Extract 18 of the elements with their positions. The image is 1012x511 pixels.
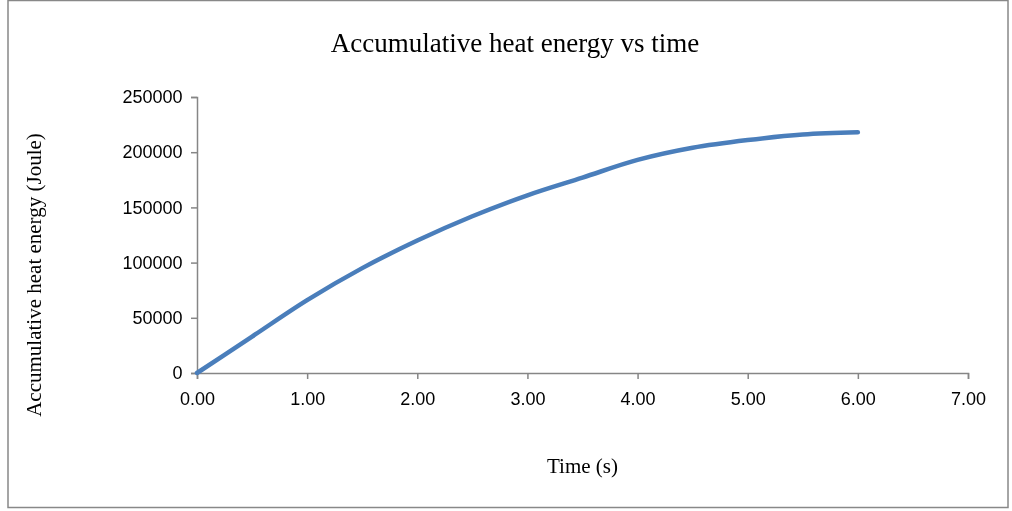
x-tick-label: 4.00 (620, 389, 656, 410)
x-tick-label: 7.00 (950, 389, 987, 410)
y-tick-label: 150000 (122, 197, 183, 218)
x-tick-label: 0.00 (179, 389, 216, 410)
line-series (194, 130, 861, 376)
x-tick-label: 6.00 (840, 389, 876, 410)
y-tick-label: 200000 (122, 142, 183, 163)
y-tick-label: 250000 (122, 87, 183, 108)
x-tick-label: 3.00 (510, 389, 546, 410)
y-tick-label: 50000 (132, 308, 183, 329)
x-tick-label: 2.00 (400, 389, 436, 410)
x-tick-label: 5.00 (730, 389, 766, 410)
chart-title: Accumulative heat energy vs time (330, 28, 700, 58)
y-tick-label: 0 (172, 363, 183, 384)
y-axis-title: Accumulative heat energy (Joule) (22, 133, 46, 417)
x-axis-title: Time (s) (547, 454, 618, 478)
x-tick-label: 1.00 (290, 389, 326, 410)
y-tick-label: 100000 (122, 252, 183, 273)
